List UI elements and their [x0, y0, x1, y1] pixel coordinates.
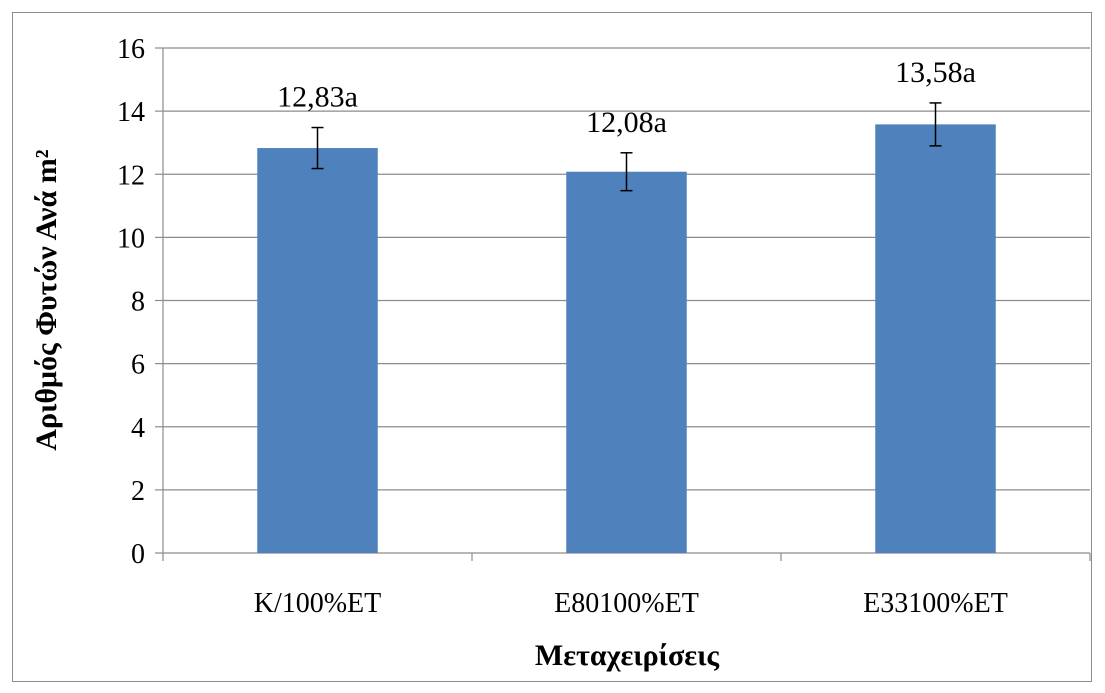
x-category-label: E33100%ET [863, 588, 1008, 619]
data-label: 13,58a [895, 56, 976, 89]
bar [566, 171, 687, 553]
y-tick-label: 4 [131, 413, 145, 444]
x-category-label: E80100%ET [554, 588, 699, 619]
y-tick-labels: 0 2 4 6 8 10 12 14 16 [117, 34, 145, 570]
y-tick-label: 2 [131, 476, 145, 507]
data-label: 12,83a [277, 81, 358, 114]
x-category-labels: K/100%ET E80100%ET E33100%ET [254, 588, 1008, 619]
y-tick-label: 0 [131, 539, 145, 570]
error-bars [311, 102, 942, 192]
x-category-label: K/100%ET [254, 588, 382, 619]
data-labels: 12,83a 12,08a 13,58a [277, 56, 976, 139]
y-axis-title: Αριθμός Φυτών Ανά m² [30, 149, 63, 450]
bar [257, 148, 378, 553]
bar [875, 124, 996, 553]
y-tick-label: 14 [117, 97, 145, 128]
bars [257, 124, 996, 553]
y-tick-label: 16 [117, 34, 145, 65]
y-tick-label: 10 [117, 223, 145, 254]
y-tick-label: 6 [131, 350, 145, 381]
x-axis-title: Μεταχειρίσεις [535, 639, 719, 672]
y-tick-label: 12 [117, 160, 145, 191]
data-label: 12,08a [586, 106, 667, 139]
y-tick-label: 8 [131, 287, 145, 318]
